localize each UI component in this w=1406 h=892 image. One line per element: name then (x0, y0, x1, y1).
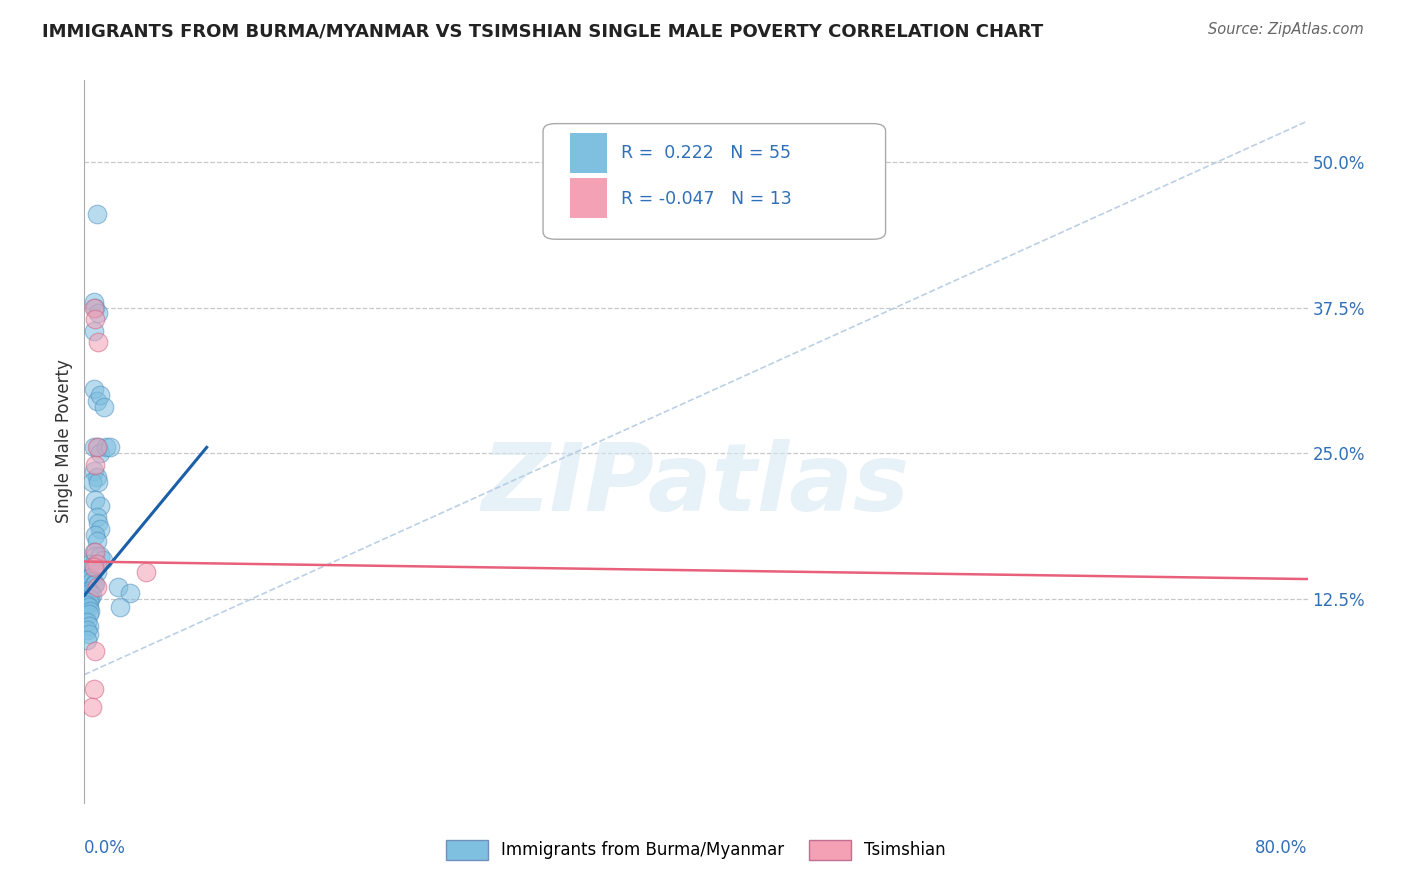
Point (77, 583, 100, 598)
Point (87, 516, 110, 530)
Point (80, 475, 103, 490)
Point (83, 294, 105, 309)
Point (83, 324, 105, 338)
Point (84, 301, 107, 315)
Point (87, 306, 110, 320)
Point (86, 393, 108, 408)
Point (83, 681, 105, 696)
Point (89, 446, 111, 460)
Point (108, 600, 131, 615)
Point (76, 632, 98, 647)
Point (93, 400, 115, 414)
Bar (569, 133, 606, 173)
Point (79, 591, 101, 606)
Y-axis label: Single Male Poverty: Single Male Poverty (55, 359, 73, 524)
Point (86, 580, 108, 594)
Text: 0.0%: 0.0% (84, 839, 127, 857)
Point (77, 600, 100, 615)
Point (80, 559, 103, 574)
Point (79, 586, 101, 600)
Point (79, 603, 101, 617)
Point (89, 549, 111, 563)
Point (84, 644, 107, 658)
Point (77, 571, 100, 585)
Text: 80.0%: 80.0% (1256, 839, 1308, 857)
Point (83, 464, 105, 478)
Point (84, 458, 107, 472)
Point (86, 207, 108, 221)
Point (76, 624, 98, 638)
Point (91, 553, 114, 567)
Point (84, 576, 107, 591)
Point (80, 574, 103, 589)
Legend: Immigrants from Burma/Myanmar, Tsimshian: Immigrants from Burma/Myanmar, Tsimshian (440, 833, 952, 867)
Point (77, 618, 100, 632)
FancyBboxPatch shape (543, 124, 886, 239)
Point (107, 580, 129, 594)
Point (86, 510, 108, 524)
Point (89, 388, 111, 402)
Point (76, 598, 98, 612)
Point (83, 301, 105, 315)
Point (120, 586, 142, 600)
Point (79, 557, 101, 571)
Point (80, 700, 103, 714)
Point (80, 588, 103, 602)
Text: R = -0.047   N = 13: R = -0.047 N = 13 (621, 190, 792, 208)
Point (84, 528, 107, 542)
Point (86, 557, 108, 571)
Point (94, 441, 117, 455)
Point (76, 615, 98, 630)
Point (86, 469, 108, 483)
Point (86, 565, 108, 579)
Point (87, 441, 110, 455)
Point (77, 607, 100, 621)
Point (89, 522, 111, 536)
Point (84, 492, 107, 507)
Point (87, 475, 110, 490)
Point (83, 441, 105, 455)
Point (84, 312, 107, 326)
Point (83, 560, 105, 574)
Point (77, 595, 100, 609)
Text: IMMIGRANTS FROM BURMA/MYANMAR VS TSIMSHIAN SINGLE MALE POVERTY CORRELATION CHART: IMMIGRANTS FROM BURMA/MYANMAR VS TSIMSHI… (42, 22, 1043, 40)
Point (87, 335, 110, 350)
Point (86, 441, 108, 455)
Bar (569, 178, 606, 218)
Text: ZIPatlas: ZIPatlas (482, 439, 910, 531)
Point (86, 533, 108, 548)
Point (83, 545, 105, 559)
Point (89, 499, 111, 513)
Point (77, 627, 100, 641)
Point (83, 563, 105, 577)
Point (79, 571, 101, 585)
Point (98, 441, 121, 455)
Point (84, 545, 107, 559)
Point (84, 549, 107, 563)
Text: Source: ZipAtlas.com: Source: ZipAtlas.com (1208, 22, 1364, 37)
Point (135, 565, 157, 579)
Point (83, 576, 105, 591)
Text: R =  0.222   N = 55: R = 0.222 N = 55 (621, 144, 792, 161)
Point (83, 382, 105, 396)
